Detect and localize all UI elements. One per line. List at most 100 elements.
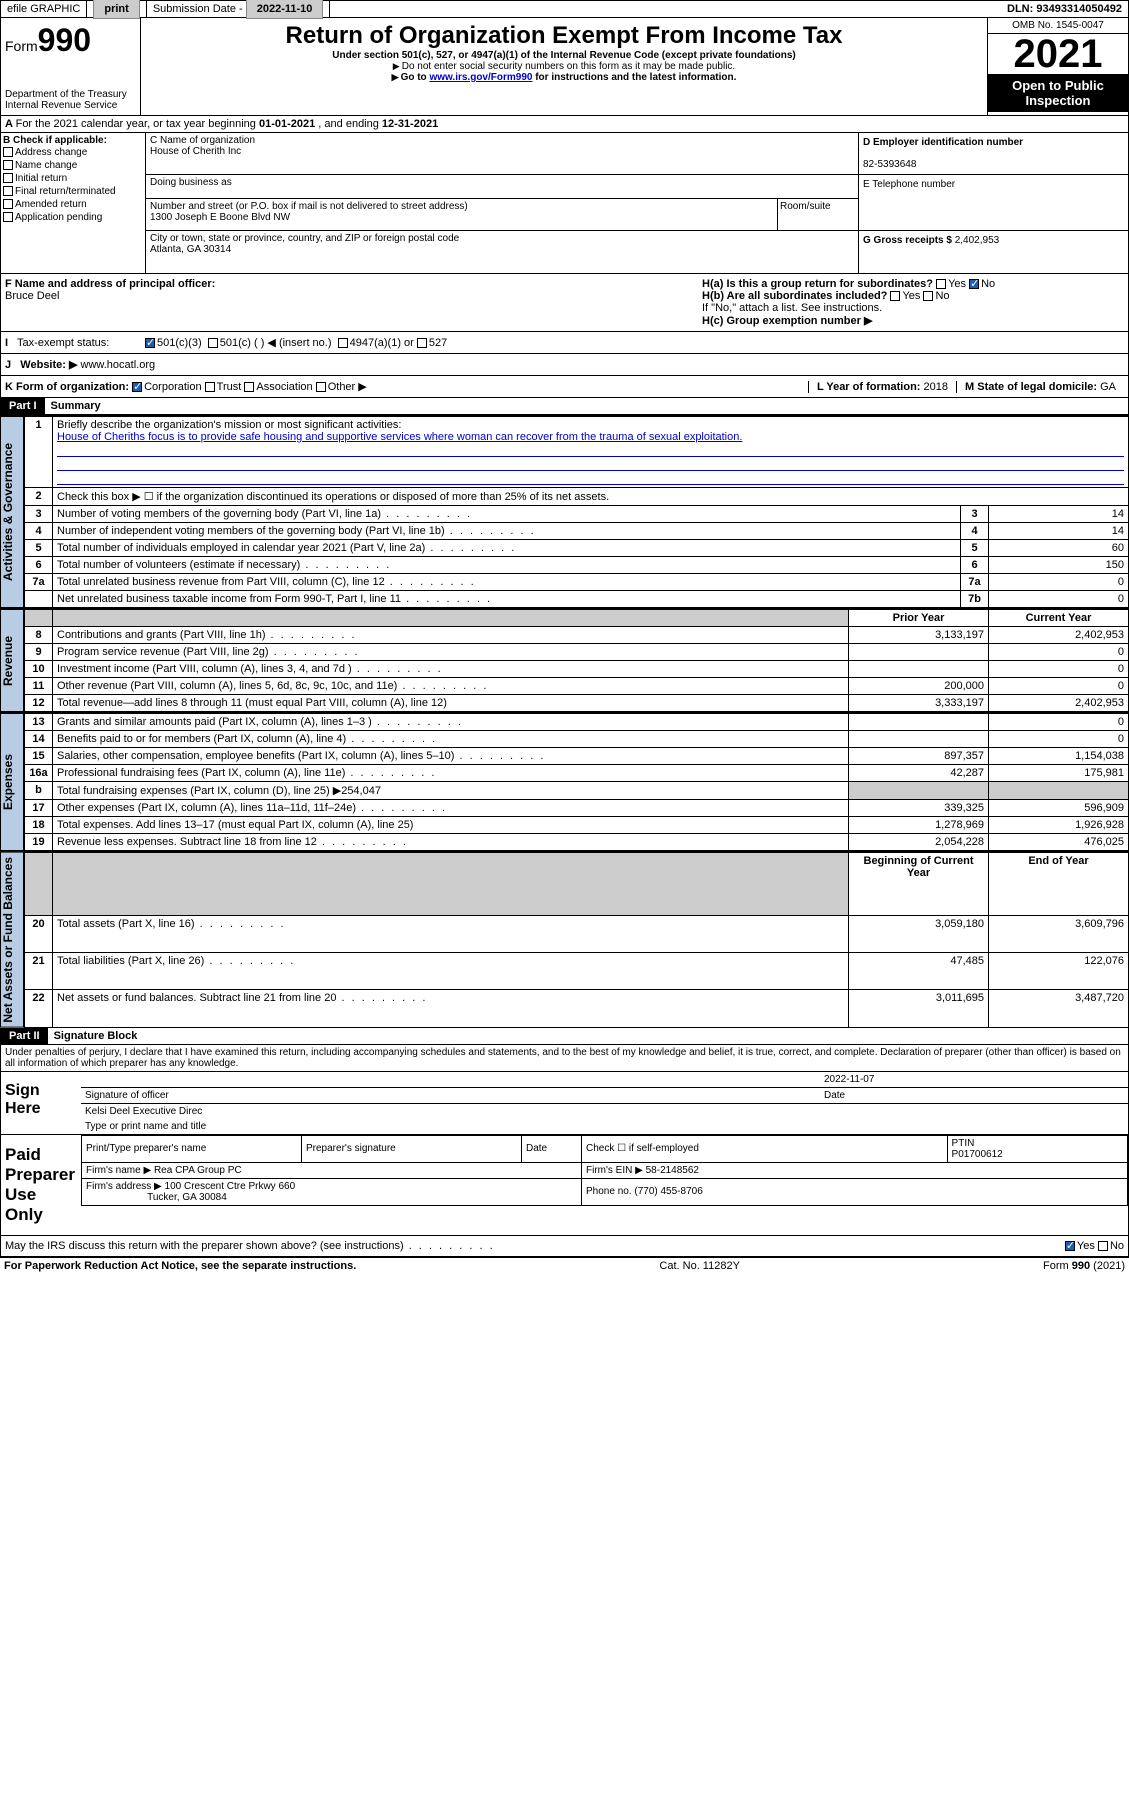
firm-name: Rea CPA Group PC	[154, 1165, 242, 1176]
ptin-value: P01700612	[952, 1149, 1003, 1160]
check-pending[interactable]	[3, 212, 13, 222]
korg-row: K Form of organization: Corporation Trus…	[0, 376, 1129, 398]
paid-label: Paid Preparer Use Only	[1, 1135, 81, 1235]
firm-name-label: Firm's name ▶	[86, 1165, 151, 1176]
footer-mid: Cat. No. 11282Y	[659, 1260, 740, 1272]
line2: Check this box ▶ ☐ if the organization d…	[53, 488, 1129, 506]
hc-label: H(c) Group exemption number ▶	[702, 315, 872, 327]
summary-netassets: Beginning of Current YearEnd of Year 20T…	[24, 852, 1129, 1028]
summary-governance: 1 Briefly describe the organization's mi…	[24, 416, 1129, 608]
check-name[interactable]	[3, 160, 13, 170]
gross-value: 2,402,953	[955, 235, 1000, 246]
prep-name-label: Print/Type preparer's name	[82, 1135, 302, 1162]
status-501c[interactable]	[208, 338, 218, 348]
status-501c3[interactable]	[145, 338, 155, 348]
efile-label: efile GRAPHIC	[1, 1, 87, 17]
col-eoy: End of Year	[989, 853, 1129, 916]
hb-no[interactable]	[923, 291, 933, 301]
prep-sig-label: Preparer's signature	[302, 1135, 522, 1162]
discuss-no[interactable]	[1098, 1241, 1108, 1251]
prep-date-label: Date	[522, 1135, 582, 1162]
form-subtitle: Under section 501(c), 527, or 4947(a)(1)…	[145, 50, 983, 61]
part2-header: Part II Signature Block	[0, 1028, 1129, 1045]
part1-header: Part I Summary	[0, 398, 1129, 415]
open-public: Open to Public Inspection	[988, 74, 1128, 112]
dln-value: 93493314050492	[1036, 3, 1122, 15]
room-label: Room/suite	[778, 199, 858, 230]
print-button[interactable]: print	[93, 0, 139, 19]
tax-year: 2021	[988, 34, 1128, 74]
website-value: www.hocatl.org	[81, 359, 156, 371]
k-other[interactable]	[316, 382, 326, 392]
check-initial[interactable]	[3, 173, 13, 183]
hb-label: H(b) Are all subordinates included?	[702, 290, 887, 302]
tax-status-row: I Tax-exempt status: 501(c)(3) 501(c) ( …	[0, 332, 1129, 354]
type-label: Type or print name and title	[81, 1119, 1128, 1134]
firm-addr1: 100 Crescent Ctre Prkwy 660	[165, 1181, 296, 1192]
status-527[interactable]	[417, 338, 427, 348]
k-trust[interactable]	[205, 382, 215, 392]
phone-label: Phone no.	[586, 1186, 634, 1197]
col-boy: Beginning of Current Year	[849, 853, 989, 916]
sig-date: 2022-11-07	[824, 1074, 1124, 1085]
sign-here-label: Sign Here	[1, 1072, 81, 1134]
ha-no[interactable]	[969, 279, 979, 289]
taxyear-mid: , and ending	[315, 118, 382, 130]
firm-addr2: Tucker, GA 30084	[147, 1192, 227, 1203]
firm-addr-label: Firm's address ▶	[86, 1181, 162, 1192]
dba-label: Doing business as	[150, 177, 232, 188]
note-goto-pre: Go to	[392, 72, 430, 83]
footer-left: For Paperwork Reduction Act Notice, see …	[4, 1260, 356, 1272]
discuss-yes[interactable]	[1065, 1241, 1075, 1251]
taxyear-end: 12-31-2021	[382, 118, 438, 130]
section-a: B Check if applicable: Address change Na…	[0, 133, 1129, 274]
l-val: 2018	[924, 381, 948, 393]
phone-value: (770) 455-8706	[634, 1186, 702, 1197]
ptin-label: PTIN	[952, 1138, 975, 1149]
date-label: Date	[824, 1090, 1124, 1101]
topbar: efile GRAPHIC print Submission Date - 20…	[0, 0, 1129, 18]
discuss-label: May the IRS discuss this return with the…	[5, 1240, 495, 1252]
form-label: Form	[5, 38, 38, 54]
hb-note: If "No," attach a list. See instructions…	[702, 302, 1124, 314]
tab-revenue: Revenue	[0, 609, 24, 712]
form-header: Form990 Department of the Treasury Inter…	[0, 18, 1129, 116]
note-goto-post: for instructions and the latest informat…	[532, 72, 736, 83]
ha-label: H(a) Is this a group return for subordin…	[702, 278, 933, 290]
mission-text[interactable]: House of Cheriths focus is to provide sa…	[57, 431, 742, 443]
check-if-label: B Check if applicable:	[3, 135, 143, 146]
footer-right: Form 990 (2021)	[1043, 1260, 1125, 1272]
addr-value: 1300 Joseph E Boone Blvd NW	[150, 212, 290, 223]
city-value: Atlanta, GA 30314	[150, 244, 231, 255]
status-4947[interactable]	[338, 338, 348, 348]
k-corp[interactable]	[132, 382, 142, 392]
submission-date: 2022-11-10	[246, 0, 324, 19]
l-label: L Year of formation:	[817, 381, 924, 393]
tab-expenses: Expenses	[0, 713, 24, 851]
ha-yes[interactable]	[936, 279, 946, 289]
row-fgh: F Name and address of principal officer:…	[0, 274, 1129, 332]
org-name: House of Cherith Inc	[150, 146, 241, 157]
website-label: Website: ▶	[20, 359, 77, 371]
mission-label: Briefly describe the organization's miss…	[57, 419, 401, 431]
k-assoc[interactable]	[244, 382, 254, 392]
m-label: M State of legal domicile:	[965, 381, 1100, 393]
status-label: Tax-exempt status:	[17, 337, 109, 349]
form990-link[interactable]: www.irs.gov/Form990	[429, 72, 532, 83]
sig-officer-label: Signature of officer	[85, 1090, 824, 1101]
col-current: Current Year	[989, 610, 1129, 627]
k-label: K Form of organization:	[5, 381, 129, 393]
paid-preparer-block: Paid Preparer Use Only Print/Type prepar…	[0, 1135, 1129, 1236]
check-address[interactable]	[3, 147, 13, 157]
col-prior: Prior Year	[849, 610, 989, 627]
hb-yes[interactable]	[890, 291, 900, 301]
check-self: Check ☐ if self-employed	[582, 1135, 948, 1162]
tab-netassets: Net Assets or Fund Balances	[0, 852, 24, 1028]
taxyear-begin: 01-01-2021	[259, 118, 315, 130]
dln-label: DLN:	[1007, 3, 1036, 15]
check-amended[interactable]	[3, 199, 13, 209]
officer-name: Kelsi Deel Executive Direc	[85, 1106, 202, 1117]
ein-value: 82-5393648	[863, 159, 916, 170]
check-final[interactable]	[3, 186, 13, 196]
firm-ein-label: Firm's EIN ▶	[586, 1165, 643, 1176]
